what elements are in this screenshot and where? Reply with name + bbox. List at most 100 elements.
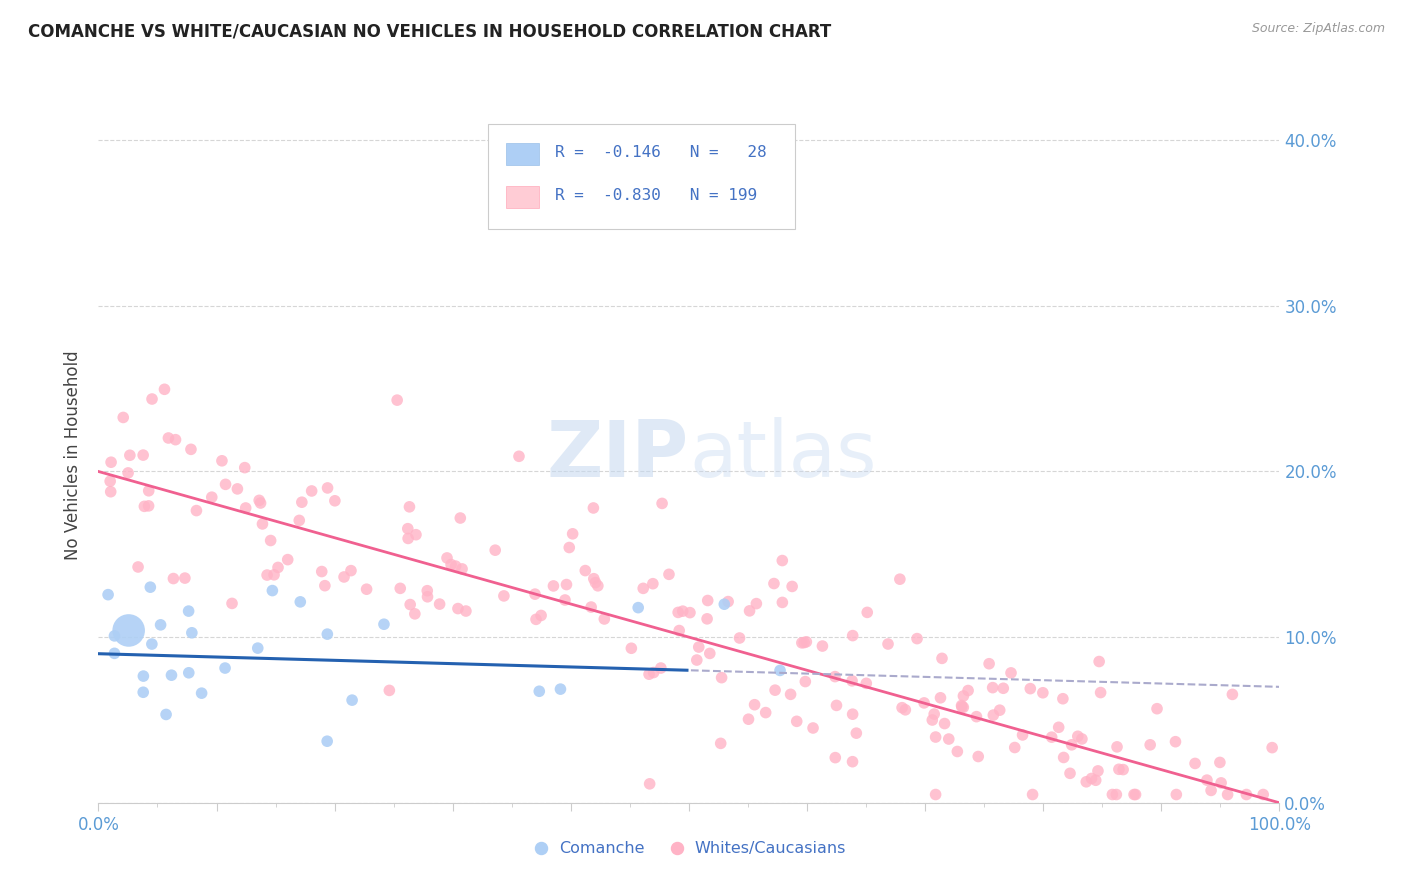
Point <box>316 627 339 641</box>
Point <box>1019 681 1042 696</box>
Text: Whites/Caucasians: Whites/Caucasians <box>695 840 846 855</box>
FancyBboxPatch shape <box>488 124 796 229</box>
Point <box>1261 740 1284 755</box>
Point <box>929 690 952 705</box>
Point <box>311 565 333 579</box>
Text: Source: ZipAtlas.com: Source: ZipAtlas.com <box>1251 22 1385 36</box>
Point <box>449 511 471 525</box>
Point <box>672 604 695 618</box>
Point <box>728 631 751 645</box>
Point <box>153 382 176 396</box>
Point <box>841 673 863 688</box>
Point <box>1076 774 1098 789</box>
Point <box>745 597 768 611</box>
FancyBboxPatch shape <box>506 143 538 165</box>
Point <box>214 661 236 675</box>
Point <box>1199 783 1222 797</box>
Point <box>643 665 665 680</box>
Point <box>340 693 363 707</box>
Point <box>1222 687 1244 701</box>
Point <box>444 559 467 574</box>
Text: R =  -0.146   N =   28: R = -0.146 N = 28 <box>555 145 768 160</box>
Point <box>1053 750 1076 764</box>
Point <box>132 448 155 462</box>
Point <box>891 700 914 714</box>
Point <box>770 595 793 609</box>
Point <box>950 699 973 714</box>
Point <box>1164 734 1187 748</box>
Point <box>770 553 793 567</box>
Point <box>100 484 122 499</box>
Point <box>924 730 946 744</box>
Point <box>396 532 419 546</box>
Point <box>841 707 863 722</box>
Point <box>1234 788 1257 802</box>
Point <box>769 664 792 678</box>
Point <box>981 681 1004 695</box>
Point <box>221 596 243 610</box>
Text: Comanche: Comanche <box>560 840 644 855</box>
Point <box>100 455 122 469</box>
Point <box>922 707 945 722</box>
Point <box>713 597 735 611</box>
Point <box>141 392 163 406</box>
Point <box>263 567 285 582</box>
Point <box>561 526 583 541</box>
Point <box>127 560 149 574</box>
Point <box>340 564 363 578</box>
Point <box>201 490 224 504</box>
Point <box>103 629 125 643</box>
Point <box>1021 788 1043 802</box>
Point <box>699 647 721 661</box>
Point <box>554 593 576 607</box>
Point <box>177 604 200 618</box>
Point <box>1040 730 1063 744</box>
Point <box>186 503 208 517</box>
Point <box>811 639 834 653</box>
Point <box>824 750 846 764</box>
Point <box>246 641 269 656</box>
Point <box>1101 788 1123 802</box>
Point <box>586 579 609 593</box>
Point <box>301 483 323 498</box>
Point <box>288 513 311 527</box>
Point <box>921 713 943 727</box>
Point <box>398 500 420 514</box>
Point <box>1052 691 1074 706</box>
Point <box>290 595 312 609</box>
Point <box>405 527 427 541</box>
Point <box>988 703 1011 717</box>
Point <box>98 474 121 488</box>
Y-axis label: No Vehicles in Household: No Vehicles in Household <box>65 350 83 560</box>
Point <box>1071 731 1094 746</box>
Point <box>696 593 718 607</box>
Point <box>454 604 477 618</box>
Point <box>762 576 785 591</box>
Point <box>686 653 709 667</box>
Point <box>447 601 470 615</box>
Point <box>931 651 953 665</box>
Point <box>658 567 681 582</box>
Point <box>650 661 672 675</box>
Point <box>333 570 356 584</box>
Point <box>373 617 395 632</box>
Point <box>641 576 664 591</box>
Text: R =  -0.830   N = 199: R = -0.830 N = 199 <box>555 188 758 202</box>
Point <box>841 755 863 769</box>
Point <box>934 716 956 731</box>
Point <box>950 698 973 713</box>
Point <box>323 493 346 508</box>
Point <box>574 564 596 578</box>
Point <box>1090 685 1112 699</box>
Point <box>162 572 184 586</box>
Point <box>252 516 274 531</box>
Point <box>1000 665 1022 680</box>
Point <box>631 582 654 596</box>
Point <box>696 612 718 626</box>
Point <box>399 598 422 612</box>
Point <box>710 736 733 750</box>
Point <box>277 552 299 566</box>
Point <box>894 703 917 717</box>
Point <box>912 696 935 710</box>
Point <box>593 612 616 626</box>
